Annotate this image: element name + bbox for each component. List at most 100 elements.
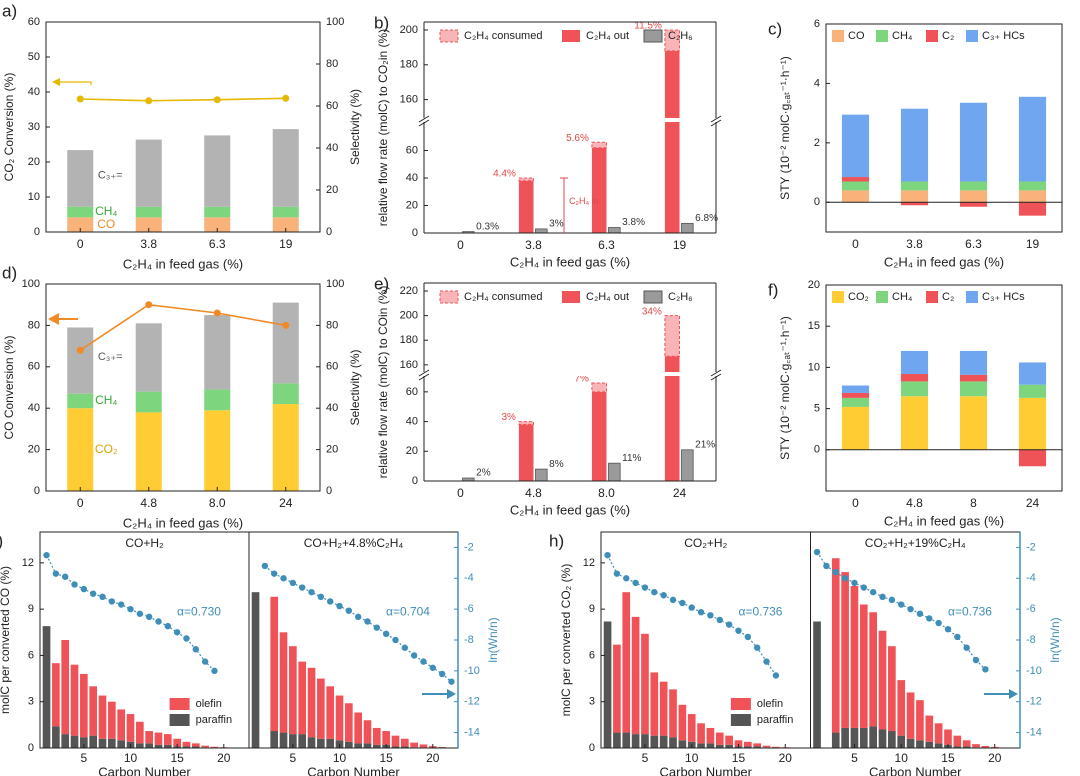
bar-g-1-paraffin xyxy=(289,734,297,748)
asf-point-g-1 xyxy=(410,652,418,659)
asf-point-h-1 xyxy=(898,601,905,608)
asf-point-g-1 xyxy=(392,636,399,644)
bar-d-C₃₊=-0 xyxy=(67,327,94,394)
bar-g-1-olefin xyxy=(382,731,390,745)
y-tick-label-e: 220 xyxy=(400,285,418,297)
axis-arrowhead-g xyxy=(447,689,456,699)
bar-h-0-olefin xyxy=(753,743,762,747)
y-tick-label-d: 0 xyxy=(34,485,40,497)
x-axis-title-d: C₂H₄ in feed gas (%) xyxy=(123,515,243,530)
legend-label-f-2: C₂ xyxy=(942,291,954,303)
asf-point-h-1 xyxy=(954,633,961,641)
conversion-point-a xyxy=(213,96,221,104)
bar-g-0-olefin xyxy=(126,714,135,742)
bar-h-0-olefin xyxy=(613,644,621,733)
bar-h-1-olefin xyxy=(962,740,971,747)
legend-label-e-consumed: C₂H₄ consumed xyxy=(464,291,542,303)
asf-point-g-1 xyxy=(373,624,381,631)
legend-swatch-h-paraffin xyxy=(730,714,751,726)
x-tick-label-f: 8 xyxy=(970,496,977,510)
x-tick-label-g: 10 xyxy=(124,751,138,765)
y-tick-label-f: 10 xyxy=(808,361,820,373)
bar-h-0-olefin xyxy=(772,746,780,748)
x-axis-title-a: C₂H₄ in feed gas (%) xyxy=(123,256,243,271)
y-tick-label-h: 6 xyxy=(589,649,595,661)
legend-label-c-1: CH₄ xyxy=(892,30,913,42)
x-tick-label-a: 0 xyxy=(77,237,84,251)
y-right-tick-label-d: 20 xyxy=(326,444,338,456)
plot-frame-c xyxy=(825,23,1063,233)
conversion-line-a xyxy=(80,97,286,102)
bar-c-C₂-6.3 xyxy=(959,202,988,207)
bar-e-c2h4-out-8.0 xyxy=(591,391,607,481)
bar-f-C₃₊ HCs-8 xyxy=(959,350,988,375)
panel-label-a: a) xyxy=(2,1,17,20)
axis-break-gap-b xyxy=(420,118,720,122)
bar-a-C₃₊=-6.3 xyxy=(204,135,231,207)
bar-h-1-olefin xyxy=(953,735,962,747)
x-tick-label-d: 0 xyxy=(77,496,84,510)
bar-h-0-paraffin xyxy=(715,744,724,748)
x-tick-label-c: 3.8 xyxy=(906,237,923,251)
label-dark-b: 3.8% xyxy=(622,217,645,228)
bar-b-c2h4-consumed-19 xyxy=(664,29,681,52)
conversion-point-d xyxy=(213,309,221,317)
axis-break-mark-e xyxy=(418,369,430,377)
axis-arrowhead-a xyxy=(52,78,60,86)
legend-label-f-3: C₃₊ HCs xyxy=(982,291,1025,303)
bar-g-1-paraffin xyxy=(251,592,260,748)
y-right-tick-label-g: -8 xyxy=(464,634,474,646)
bar-g-0-olefin xyxy=(80,673,88,738)
x-tick-label-h: 10 xyxy=(895,751,909,765)
y-right-tick-label-g: -10 xyxy=(464,665,480,677)
bar-g-0-olefin xyxy=(70,664,79,736)
asf-point-g-0 xyxy=(61,573,69,580)
bar-h-1-paraffin xyxy=(897,735,906,748)
x-tick-label-e: 24 xyxy=(673,486,687,500)
asf-point-g-0 xyxy=(192,646,200,653)
bar-g-1-olefin xyxy=(307,667,316,738)
legend-swatch-e-consumed xyxy=(439,290,459,304)
y-right-tick-label-h: -6 xyxy=(1026,603,1036,615)
bar-h-0-paraffin xyxy=(613,732,621,748)
plot-frame-f xyxy=(825,284,1063,492)
y-right-tick-label-g: -6 xyxy=(464,603,474,615)
label-red-e: 3% xyxy=(501,412,516,423)
y-right-tick-label-g: -4 xyxy=(464,572,474,584)
bar-f-CO₂-8 xyxy=(959,396,988,450)
legend-swatch-h-olefin xyxy=(730,698,751,710)
asf-point-g-0 xyxy=(89,590,97,597)
legend-label-e-out: C₂H₄ out xyxy=(586,291,629,303)
asf-point-h-1 xyxy=(841,575,849,582)
bar-h-0-paraffin xyxy=(650,735,659,748)
y-axis-title-b: relative flow rate (molC) to CO₂in (%) xyxy=(376,29,390,226)
legend-label-f-1: CH₄ xyxy=(892,291,913,303)
asf-point-h-1 xyxy=(963,644,970,651)
bar-h-0-paraffin xyxy=(678,740,687,748)
bar-d-CH₄-24 xyxy=(272,383,299,405)
asf-point-g-0 xyxy=(99,593,106,600)
conversion-point-d xyxy=(76,346,84,354)
bar-a-C₃₊=-19 xyxy=(272,129,299,207)
x-axis-title-b: C₂H₄ in feed gas (%) xyxy=(510,254,630,269)
y-right-tick-label-h: -12 xyxy=(1026,696,1042,708)
plot-frame-d xyxy=(45,283,321,492)
bar-g-1-olefin xyxy=(298,661,307,735)
bar-f-CO₂-24 xyxy=(1018,397,1047,450)
label-red-e: 7% xyxy=(574,374,589,385)
x-tick-label-h: 5 xyxy=(851,751,858,765)
bar-h-0-olefin xyxy=(706,727,715,744)
y-tick-label-d: 60 xyxy=(28,361,40,373)
asf-point-h-0 xyxy=(707,612,714,619)
asf-point-g-0 xyxy=(80,585,88,593)
bar-c-C₃₊ HCs-19 xyxy=(1018,96,1047,182)
asf-point-g-0 xyxy=(164,622,172,630)
bar-h-1-olefin xyxy=(869,612,877,727)
label-red-b: 11.5% xyxy=(634,21,662,32)
legend-swatch-e-out xyxy=(562,291,580,303)
bar-h-1-olefin xyxy=(850,586,859,728)
y-tick-label-f: 15 xyxy=(808,320,820,332)
bar-g-0-paraffin xyxy=(164,744,172,748)
y-axis-title-a: CO₂ Conversion (%) xyxy=(2,73,16,182)
label-dark-e: 2% xyxy=(476,468,491,479)
